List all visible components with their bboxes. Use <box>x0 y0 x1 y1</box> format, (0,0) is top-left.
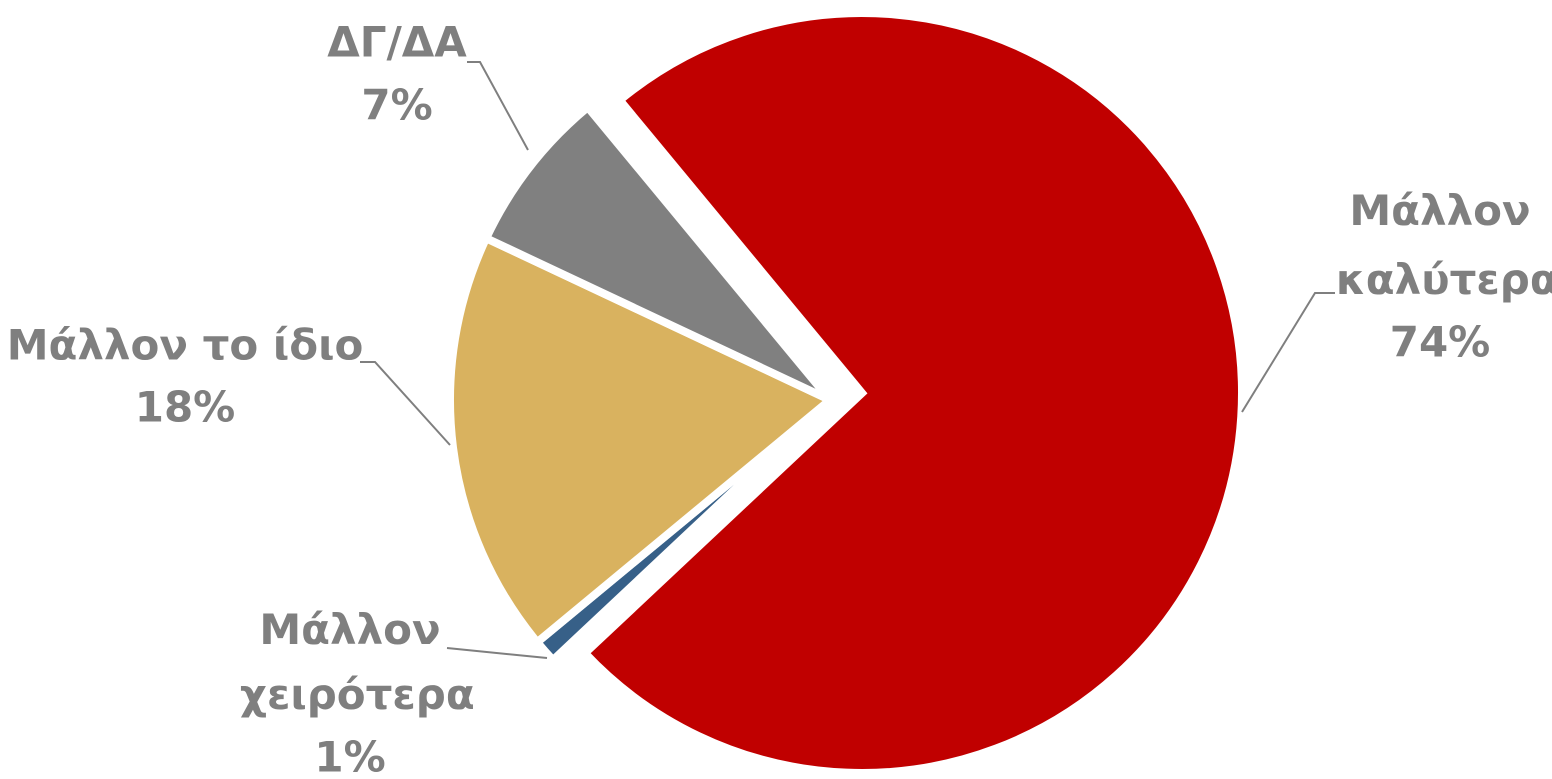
value-label: 1% <box>314 733 385 779</box>
leader-line <box>446 647 548 659</box>
leader-line <box>467 61 529 151</box>
pie-slice <box>480 101 834 404</box>
value-label: 74% <box>1390 318 1491 367</box>
pie-slice <box>579 9 1246 777</box>
category-label: Μάλλον καλύτερα <box>1321 186 1552 304</box>
leader-line <box>360 361 451 446</box>
pie-slice <box>446 232 838 648</box>
value-label: 18% <box>135 383 236 432</box>
category-label: ΔΓ/ΔΑ <box>327 18 467 67</box>
value-label: 7% <box>361 81 432 130</box>
category-label: Μάλλον χειρότερα <box>225 605 474 719</box>
leader-line <box>1241 292 1335 413</box>
category-label: Μάλλον το ίδιο <box>7 321 364 370</box>
